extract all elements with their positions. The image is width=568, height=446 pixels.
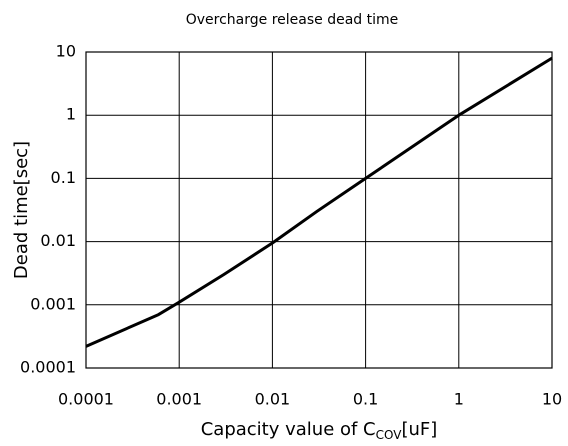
data-line: [85, 56, 553, 348]
y-tick-label: 0.1: [51, 168, 76, 187]
x-tick-label: 1: [454, 390, 464, 409]
x-tick-label: 0.01: [255, 390, 291, 409]
y-tick-label: 10: [56, 42, 76, 61]
chart-title: Overcharge release dead time: [186, 12, 399, 28]
y-axis-label: Dead time[sec]: [11, 141, 32, 279]
y-tick-label: 0.001: [30, 294, 76, 313]
plot-frame: [85, 51, 553, 369]
x-tick-label: 0.0001: [58, 390, 114, 409]
y-tick-label: 1: [66, 105, 76, 124]
x-tick-label: 0.1: [353, 390, 378, 409]
x-tick-label: 0.001: [156, 390, 202, 409]
x-axis-label-text: Capacity value of C: [201, 419, 376, 440]
x-tick-label: 10: [542, 390, 562, 409]
x-axis-label-suffix: [uF]: [401, 419, 437, 440]
y-tick-label: 0.0001: [20, 358, 76, 377]
x-axis-label: Capacity value of CCOV[uF]: [201, 419, 438, 442]
y-tick-label: 0.01: [40, 231, 76, 250]
x-axis-label-subscript: COV: [376, 428, 403, 442]
